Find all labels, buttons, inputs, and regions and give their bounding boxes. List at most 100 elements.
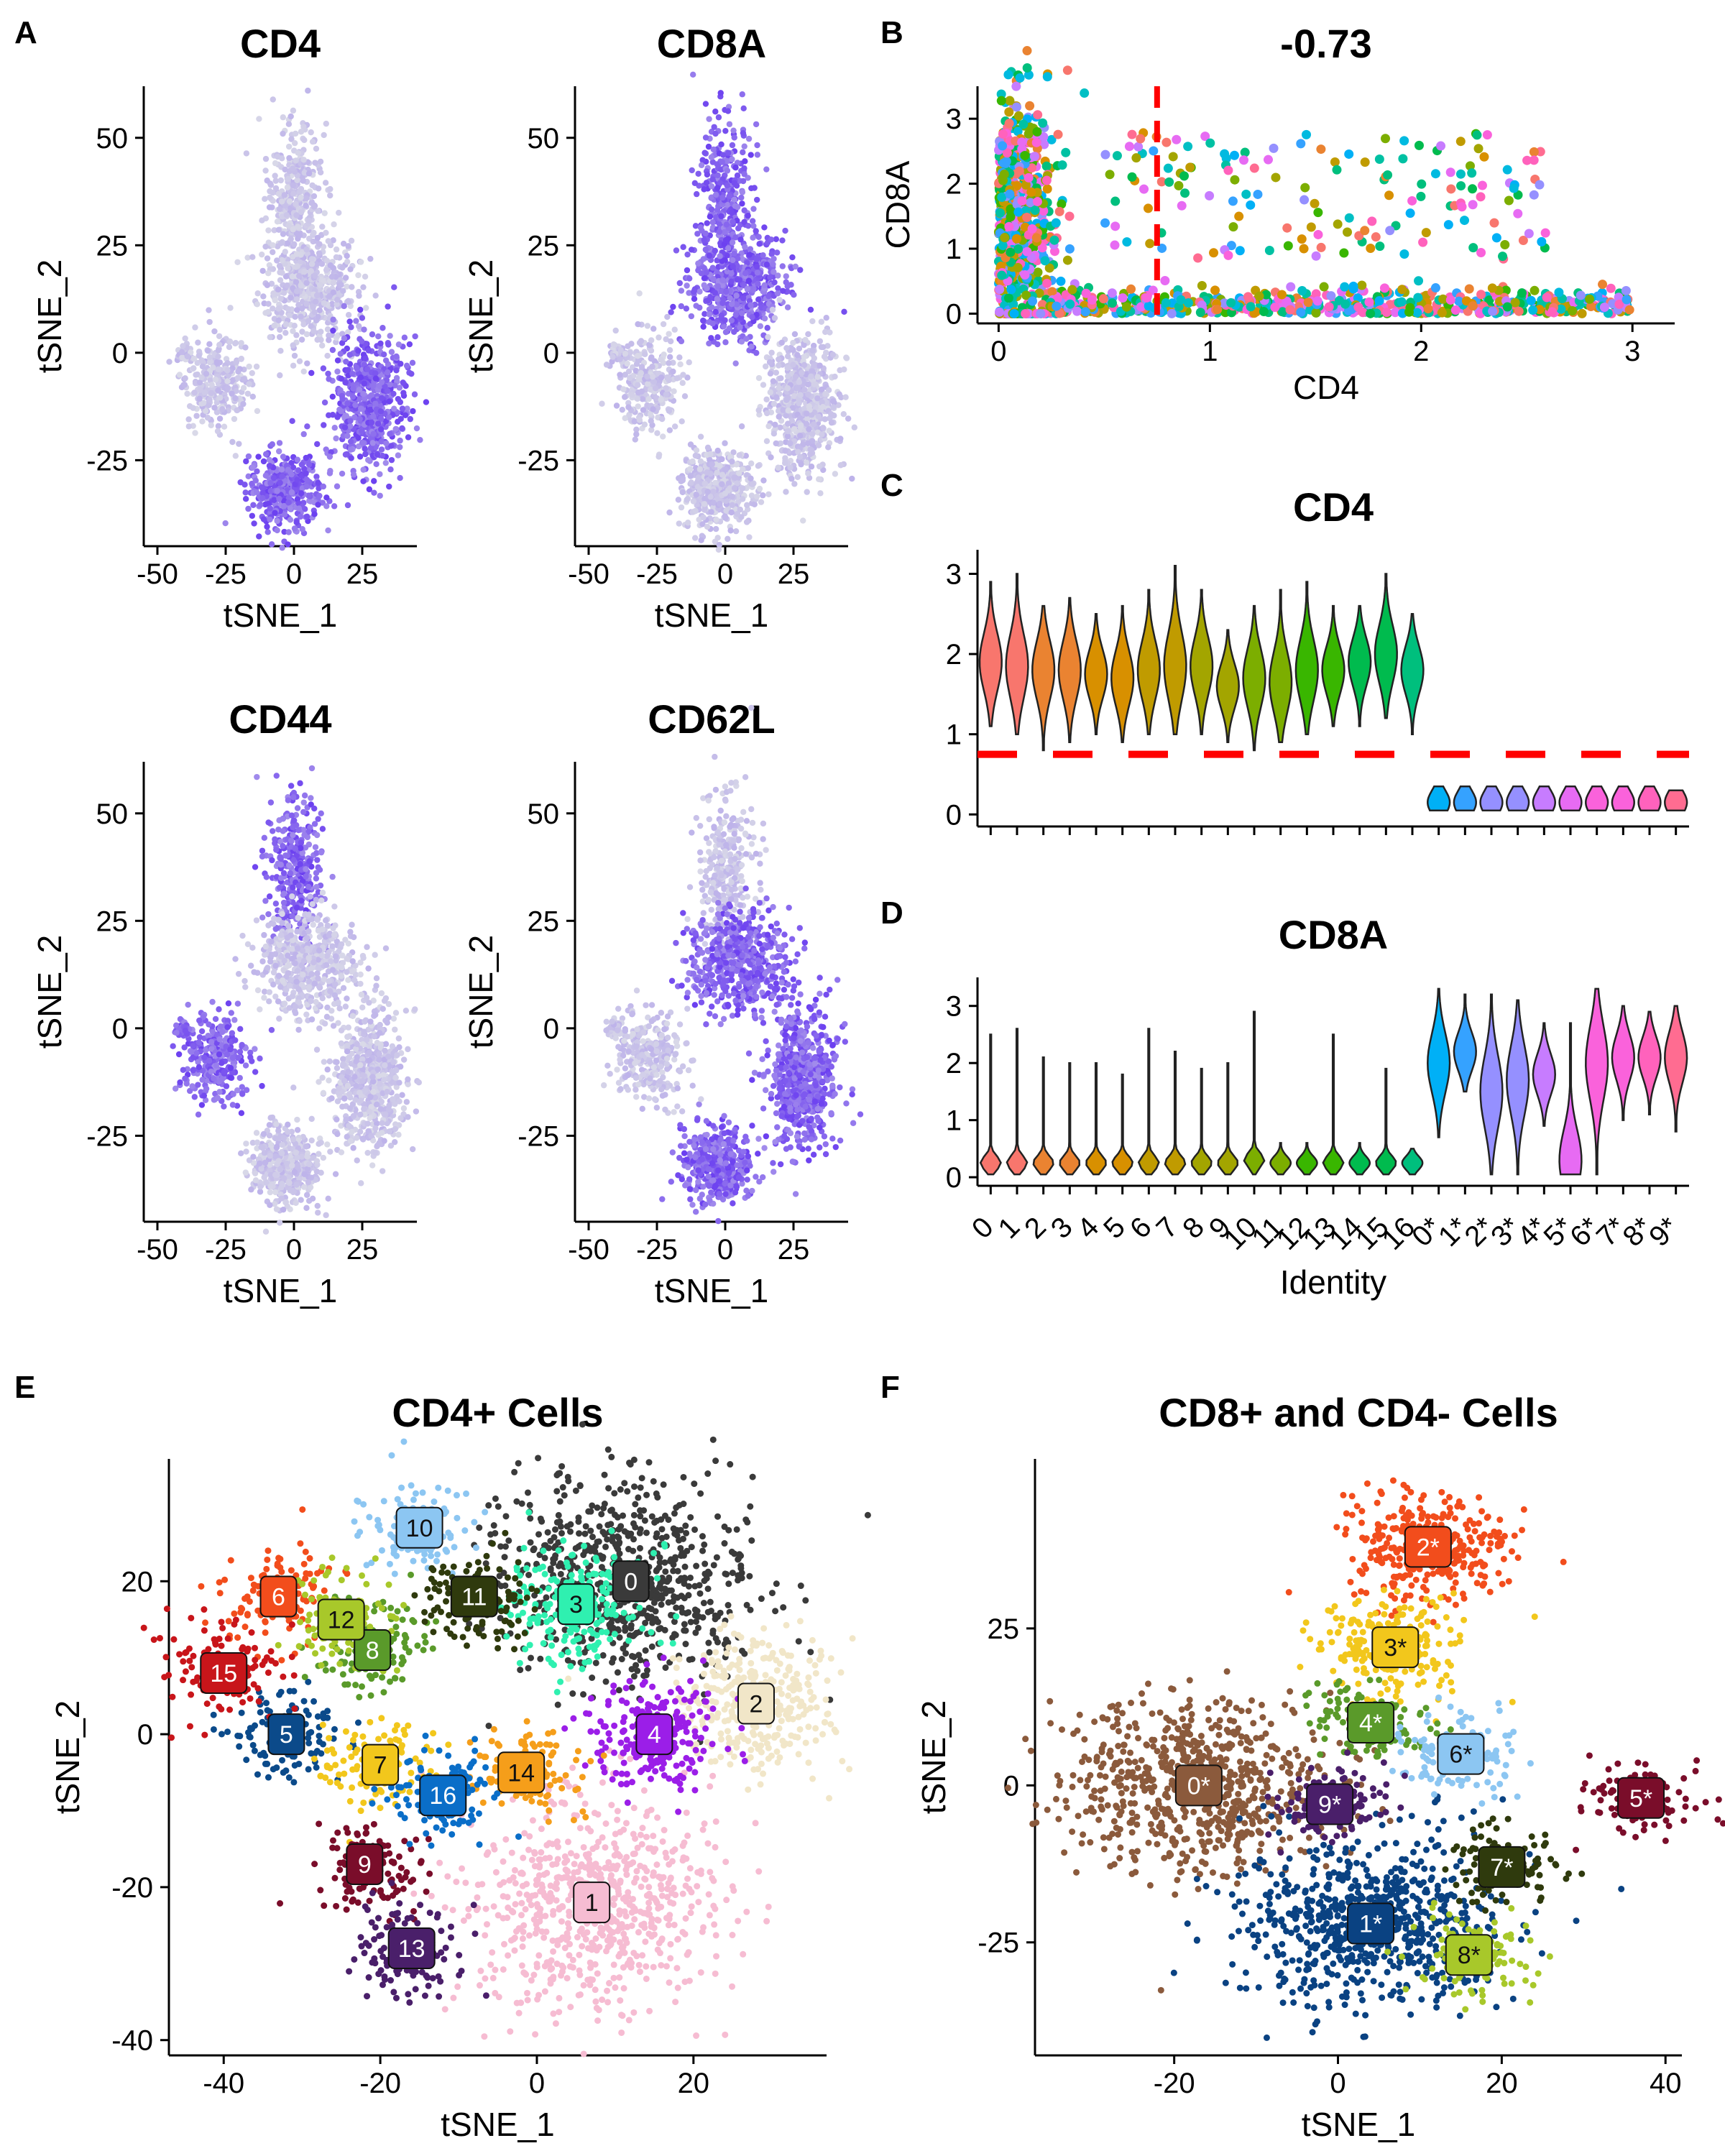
cell-point bbox=[321, 422, 327, 428]
cell-point bbox=[397, 437, 403, 444]
cell-point bbox=[285, 222, 292, 229]
cell-point bbox=[330, 289, 336, 296]
cell-point bbox=[252, 477, 259, 484]
cell-point bbox=[761, 224, 768, 231]
cell-point bbox=[727, 295, 733, 302]
cell-point bbox=[765, 292, 772, 300]
cell-point bbox=[224, 384, 231, 391]
x-tick-label: -25 bbox=[636, 558, 678, 590]
cell-point bbox=[374, 451, 381, 458]
cell-point bbox=[719, 194, 726, 201]
cell-point bbox=[730, 218, 736, 226]
cell-point bbox=[278, 198, 285, 205]
cell-point bbox=[195, 339, 201, 346]
cell-point bbox=[184, 390, 190, 397]
cell-point bbox=[745, 277, 753, 284]
cell-point bbox=[743, 336, 750, 342]
cell-point bbox=[347, 423, 354, 430]
cell-point bbox=[796, 453, 804, 460]
cell-point bbox=[287, 870, 294, 877]
cell-point bbox=[678, 338, 685, 345]
cell-point bbox=[284, 184, 291, 190]
cell-point bbox=[718, 141, 724, 148]
y-tick-label: -25 bbox=[518, 445, 559, 476]
cell-point bbox=[722, 490, 729, 497]
cell-point bbox=[275, 826, 282, 833]
cell-point bbox=[771, 279, 778, 286]
cell-point bbox=[362, 451, 369, 458]
cell-point bbox=[226, 344, 233, 351]
cell-point bbox=[303, 195, 310, 202]
cell-point bbox=[702, 247, 709, 253]
cell-point bbox=[361, 326, 367, 333]
cell-point bbox=[803, 410, 810, 417]
cell-point bbox=[373, 461, 380, 467]
cell-point bbox=[722, 339, 729, 346]
cell-point bbox=[698, 162, 705, 169]
cell-point bbox=[282, 329, 289, 336]
cell-point bbox=[260, 516, 267, 522]
cell-point bbox=[356, 292, 362, 299]
cell-point bbox=[308, 795, 314, 801]
cell-point bbox=[728, 270, 735, 277]
cell-point bbox=[273, 847, 280, 853]
cell-point bbox=[285, 529, 292, 535]
chart-title: CD4 bbox=[240, 21, 321, 66]
cell-point bbox=[773, 394, 780, 401]
cell-point bbox=[412, 333, 418, 340]
cell-point bbox=[714, 296, 720, 303]
cell-point bbox=[365, 456, 372, 464]
cell-point bbox=[803, 459, 810, 466]
cell-point bbox=[666, 346, 673, 354]
cell-point bbox=[285, 265, 291, 272]
cell-point bbox=[675, 497, 682, 503]
cell-point bbox=[704, 171, 711, 178]
cell-point bbox=[360, 284, 367, 290]
cell-point bbox=[650, 326, 657, 332]
cell-point bbox=[280, 114, 287, 121]
cell-point bbox=[827, 329, 833, 336]
cell-point bbox=[369, 382, 377, 389]
cell-point bbox=[293, 279, 300, 285]
cell-point bbox=[291, 323, 298, 329]
cell-point bbox=[393, 353, 400, 360]
cell-point bbox=[275, 448, 282, 455]
cell-point bbox=[765, 333, 771, 341]
cell-point bbox=[732, 311, 739, 318]
cell-point bbox=[704, 469, 710, 476]
cell-point bbox=[338, 408, 344, 415]
cell-point bbox=[315, 185, 322, 192]
cell-point bbox=[701, 236, 707, 244]
cell-point bbox=[363, 305, 369, 311]
cell-point bbox=[638, 338, 645, 344]
y-tick-label: -25 bbox=[86, 1120, 128, 1152]
cell-point bbox=[715, 114, 722, 121]
cell-point bbox=[739, 91, 745, 98]
cell-point bbox=[206, 341, 213, 348]
cell-point bbox=[811, 355, 818, 361]
cell-point bbox=[336, 1005, 343, 1012]
cell-point bbox=[693, 190, 700, 198]
cell-point bbox=[837, 462, 844, 469]
cell-point bbox=[276, 206, 283, 212]
cell-point bbox=[375, 333, 382, 340]
cell-point bbox=[231, 415, 238, 423]
y-tick-label: 25 bbox=[528, 230, 560, 262]
cell-point bbox=[288, 294, 294, 301]
cell-point bbox=[723, 507, 730, 514]
cell-point bbox=[719, 481, 725, 487]
cell-point bbox=[701, 501, 708, 507]
cell-point bbox=[211, 405, 218, 411]
cell-point bbox=[719, 152, 727, 158]
cell-point bbox=[339, 264, 346, 271]
cell-point bbox=[784, 385, 791, 392]
cell-point bbox=[346, 351, 353, 358]
cell-point bbox=[798, 422, 804, 429]
cell-point bbox=[275, 190, 282, 197]
cell-point bbox=[313, 145, 320, 152]
cell-point bbox=[798, 461, 804, 468]
cell-point bbox=[308, 323, 314, 329]
cell-point bbox=[648, 355, 654, 362]
cell-point bbox=[204, 347, 211, 354]
cell-point bbox=[300, 808, 307, 816]
